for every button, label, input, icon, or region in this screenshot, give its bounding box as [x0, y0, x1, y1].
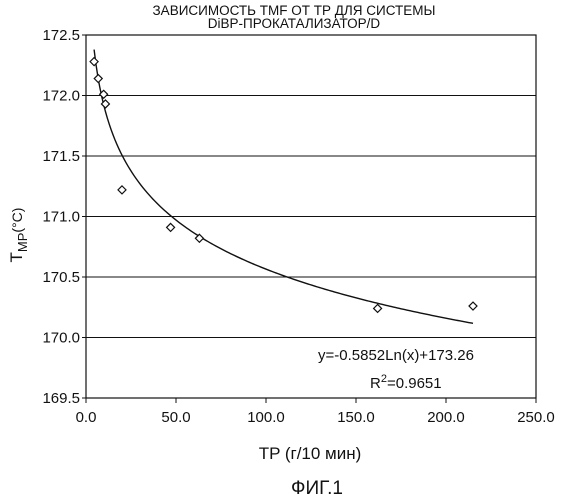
x-tick-label: 0.0	[76, 409, 97, 426]
svg-text:TMP(°C): TMP(°C)	[7, 208, 30, 263]
y-tick-label: 170.5	[42, 269, 80, 286]
x-tick-label: 50.0	[161, 409, 190, 426]
x-tick-layer: 0.0 50.0 100.0 150.0 200.0 250.0	[76, 398, 555, 426]
data-point	[94, 75, 102, 83]
y-tick-label: 172.5	[42, 27, 80, 44]
data-point	[195, 234, 203, 242]
data-point	[374, 304, 382, 312]
x-tick-label: 250.0	[517, 409, 555, 426]
y-axis-label-main: T	[7, 252, 26, 262]
y-axis-label: TMP(°C)	[7, 208, 30, 263]
x-tick-label: 150.0	[337, 409, 375, 426]
x-tick-label: 200.0	[427, 409, 465, 426]
y-tick-label: 169.5	[42, 390, 80, 407]
y-tick-layer: 169.5 170.0 170.5 171.0 171.5 172.0 172.5	[42, 27, 86, 407]
y-tick-label: 171.0	[42, 209, 80, 226]
y-tick-label: 171.5	[42, 148, 80, 165]
grid-layer	[86, 96, 536, 338]
x-axis-label: TP (г/10 мин)	[259, 444, 362, 463]
r-squared-prefix: R	[370, 375, 381, 392]
figure-label: ФИГ.1	[291, 478, 343, 499]
y-tick-label: 172.0	[42, 88, 80, 105]
data-point	[118, 186, 126, 194]
y-axis-label-sub: MP	[15, 233, 30, 253]
y-axis-label-unit: (°C)	[9, 208, 25, 233]
data-point	[469, 302, 477, 310]
data-point	[90, 58, 98, 66]
r-squared: R2=0.9651	[370, 373, 442, 392]
r-squared-value: =0.9651	[387, 375, 442, 392]
trend-equation: y=-0.5852Ln(x)+173.26	[318, 347, 474, 364]
x-tick-label: 100.0	[247, 409, 285, 426]
y-tick-label: 170.0	[42, 330, 80, 347]
trendline	[94, 50, 473, 324]
chart-title-line2: DiBP-ПРОКАТАЛИЗАТОР/D	[208, 16, 381, 31]
data-point	[167, 223, 175, 231]
